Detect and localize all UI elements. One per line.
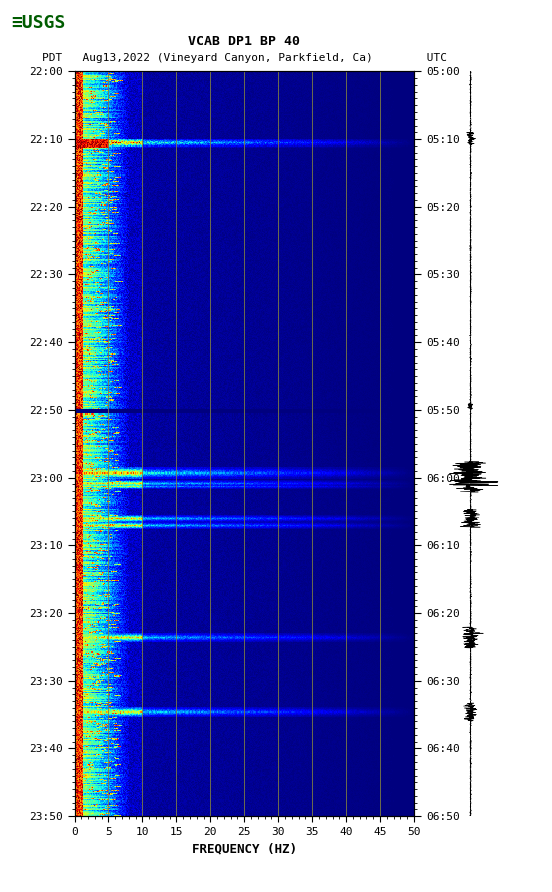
Text: VCAB DP1 BP 40: VCAB DP1 BP 40: [188, 35, 300, 47]
Text: PDT   Aug13,2022 (Vineyard Canyon, Parkfield, Ca)        UTC: PDT Aug13,2022 (Vineyard Canyon, Parkfie…: [42, 53, 447, 63]
Text: ≡USGS: ≡USGS: [11, 14, 66, 32]
X-axis label: FREQUENCY (HZ): FREQUENCY (HZ): [192, 842, 297, 855]
